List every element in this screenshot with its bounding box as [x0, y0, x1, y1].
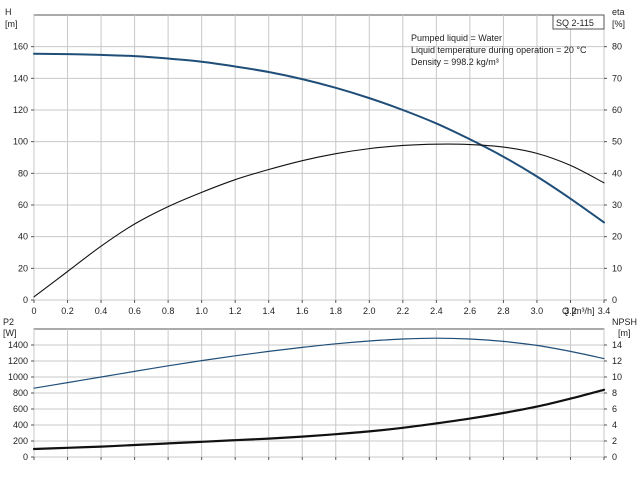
- left-tick-label: 600: [13, 404, 28, 414]
- left-tick-label: 80: [18, 168, 28, 178]
- right-tick-label: 80: [612, 42, 622, 52]
- right-tick-label: 0: [612, 295, 617, 305]
- right-tick-label: 60: [612, 105, 622, 115]
- x-tick-label: 0: [31, 306, 36, 316]
- left-tick-label: 0: [23, 295, 28, 305]
- right-tick-label: 50: [612, 137, 622, 147]
- x-tick-label: 0.4: [95, 306, 108, 316]
- x-tick-label: 2.8: [497, 306, 510, 316]
- top-right-axis-title: eta: [612, 7, 625, 17]
- right-tick-label: 70: [612, 73, 622, 83]
- left-tick-label: 400: [13, 420, 28, 430]
- top-curve-black: [33, 143, 605, 298]
- performance-curves: [32, 52, 606, 451]
- right-tick-label: 8: [612, 388, 617, 398]
- x-tick-label: 2.0: [363, 306, 376, 316]
- left-tick-label: 40: [18, 232, 28, 242]
- left-tick-label: 0: [23, 452, 28, 462]
- x-tick-label: 1.4: [262, 306, 275, 316]
- info-liquid: Pumped liquid = Water: [411, 33, 502, 43]
- axis-ticks: 0 0.2 0.4 0.6 0.8 1.0 1.2 1.4 1.6 1.8 2.0 2.2 2.4 2.6…: [8, 42, 622, 462]
- right-tick-label: 0: [612, 452, 617, 462]
- top-left-axis-unit: [m]: [5, 19, 18, 29]
- bottom-right-axis-title: NPSH: [612, 317, 637, 327]
- bottom-right-axis-unit: [m]: [618, 328, 631, 338]
- bottom-left-axis-title: P2: [3, 317, 14, 327]
- right-tick-label: 10: [612, 263, 622, 273]
- right-tick-label: 12: [612, 356, 622, 366]
- left-tick-label: 120: [13, 105, 28, 115]
- x-tick-label: 0.6: [128, 306, 141, 316]
- left-tick-label: 140: [13, 73, 28, 83]
- left-tick-label: 60: [18, 200, 28, 210]
- x-tick-label: 3.4: [598, 306, 611, 316]
- info-temperature: Liquid temperature during operation = 20…: [411, 45, 587, 55]
- left-tick-label: 160: [13, 42, 28, 52]
- left-tick-label: 200: [13, 436, 28, 446]
- x-tick-label: 3.2: [564, 306, 577, 316]
- right-tick-label: 14: [612, 340, 622, 350]
- top-curve-blue: [33, 52, 605, 224]
- right-tick-label: 40: [612, 168, 622, 178]
- bottom-curve-black: [32, 388, 606, 451]
- top-left-axis-title: H: [5, 7, 12, 17]
- top-right-axis-unit: [%]: [612, 19, 625, 29]
- x-tick-label: 3.0: [531, 306, 544, 316]
- right-tick-label: 10: [612, 372, 622, 382]
- x-tick-label: 2.6: [464, 306, 477, 316]
- info-density: Density = 998.2 kg/m³: [411, 57, 499, 67]
- right-tick-label: 6: [612, 404, 617, 414]
- model-label-box: [552, 14, 605, 30]
- x-tick-label: 1.6: [296, 306, 309, 316]
- left-tick-label: 100: [13, 137, 28, 147]
- x-tick-label: 2.4: [430, 306, 443, 316]
- x-tick-label: 0.8: [162, 306, 175, 316]
- left-tick-label: 1000: [8, 372, 28, 382]
- left-tick-label: 20: [18, 263, 28, 273]
- x-axis-title: Q [m³/h]: [562, 306, 595, 316]
- x-tick-label: 2.2: [397, 306, 410, 316]
- x-tick-label: 1.0: [195, 306, 208, 316]
- right-tick-label: 2: [612, 436, 617, 446]
- bottom-curve-blue: [33, 337, 605, 389]
- left-tick-label: 1400: [8, 340, 28, 350]
- left-tick-label: 800: [13, 388, 28, 398]
- x-tick-label: 1.8: [330, 306, 343, 316]
- x-tick-label: 1.2: [229, 306, 242, 316]
- right-tick-label: 20: [612, 232, 622, 242]
- x-tick-label: 0.2: [61, 306, 74, 316]
- model-label: SQ 2-115: [556, 18, 594, 28]
- left-tick-label: 1200: [8, 356, 28, 366]
- right-tick-label: 30: [612, 200, 622, 210]
- right-tick-label: 4: [612, 420, 617, 430]
- bottom-left-axis-unit: [W]: [3, 328, 17, 338]
